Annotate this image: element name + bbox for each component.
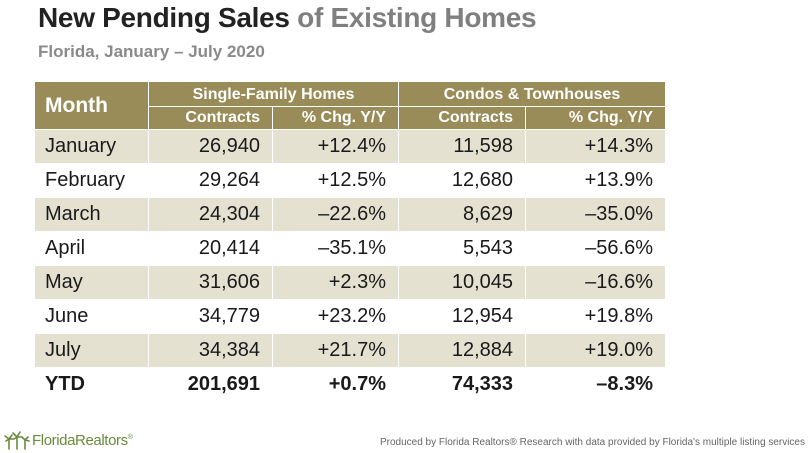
cell-ct-change: –35.0% [525, 197, 667, 232]
cell-ct-contracts: 8,629 [398, 197, 527, 232]
cell-month: March [34, 197, 149, 232]
cell-ct-change: +13.9% [525, 163, 667, 198]
cell-sf-change: +2.3% [271, 265, 400, 300]
cell-month: February [34, 163, 149, 198]
title-accent: of Existing Homes [297, 2, 537, 33]
cell-ct-contracts: 11,598 [398, 129, 527, 164]
month-column-header: Month [34, 81, 149, 130]
cell-ct-contracts: 12,954 [398, 299, 527, 334]
table-row: February 29,264 +12.5% 12,680 +13.9% [34, 163, 667, 198]
cell-sf-contracts: 24,304 [148, 197, 273, 232]
logo-wordmark: FloridaRealtors [32, 431, 128, 449]
table-row: January 26,940 +12.4% 11,598 +14.3% [34, 129, 667, 164]
chart-title: New Pending Sales of Existing Homes [38, 2, 537, 34]
cell-month: June [34, 299, 149, 334]
cell-ct-change: –16.6% [525, 265, 667, 300]
cell-ct-contracts: 12,680 [398, 163, 527, 198]
cell-ct-contracts: 12,884 [398, 333, 527, 368]
cell-sf-contracts: 31,606 [148, 265, 273, 300]
cell-month: July [34, 333, 149, 368]
table-row: July 34,384 +21.7% 12,884 +19.0% [34, 333, 667, 368]
chart-subtitle: Florida, January – July 2020 [38, 42, 265, 61]
cell-ct-contracts: 74,333 [398, 367, 527, 402]
subheader-sf-change: % Chg. Y/Y [271, 106, 400, 130]
cell-sf-change: +12.5% [271, 163, 400, 198]
cell-sf-contracts: 20,414 [148, 231, 273, 266]
cell-ct-contracts: 10,045 [398, 265, 527, 300]
cell-ct-contracts: 5,543 [398, 231, 527, 266]
logo-text: FloridaRealtors® [32, 431, 133, 449]
table-row: March 24,304 –22.6% 8,629 –35.0% [34, 197, 667, 232]
cell-sf-contracts: 201,691 [148, 367, 273, 402]
ytd-row: YTD 201,691 +0.7% 74,333 –8.3% [34, 367, 667, 402]
palm-trees-icon [4, 431, 30, 450]
cell-ct-change: –8.3% [525, 367, 667, 402]
cell-month: YTD [34, 367, 149, 402]
cell-ct-change: +14.3% [525, 129, 667, 164]
subheader-sf-contracts: Contracts [148, 106, 273, 130]
cell-sf-contracts: 34,384 [148, 333, 273, 368]
table-row: May 31,606 +2.3% 10,045 –16.6% [34, 265, 667, 300]
cell-month: January [34, 129, 149, 164]
cell-sf-change: +21.7% [271, 333, 400, 368]
cell-sf-contracts: 29,264 [148, 163, 273, 198]
florida-realtors-logo: FloridaRealtors® [4, 429, 133, 451]
source-credit: Produced by Florida Realtors® Research w… [379, 437, 805, 448]
cell-sf-change: +12.4% [271, 129, 400, 164]
cell-month: May [34, 265, 149, 300]
table-row: June 34,779 +23.2% 12,954 +19.8% [34, 299, 667, 334]
cell-ct-change: +19.0% [525, 333, 667, 368]
cell-ct-change: –56.6% [525, 231, 667, 266]
pending-sales-table: Month Single-Family Homes Condos & Townh… [34, 81, 667, 402]
cell-sf-change: +23.2% [271, 299, 400, 334]
subheader-ct-contracts: Contracts [398, 106, 527, 130]
cell-ct-change: +19.8% [525, 299, 667, 334]
subheader-ct-change: % Chg. Y/Y [525, 106, 667, 130]
group-header-single-family: Single-Family Homes [147, 81, 400, 107]
cell-sf-contracts: 26,940 [148, 129, 273, 164]
cell-month: April [34, 231, 149, 266]
table-row: April 20,414 –35.1% 5,543 –56.6% [34, 231, 667, 266]
cell-sf-change: –35.1% [271, 231, 400, 266]
title-main: New Pending Sales [38, 2, 290, 33]
cell-sf-change: +0.7% [271, 367, 400, 402]
group-header-condos: Condos & Townhouses [398, 81, 667, 107]
cell-sf-change: –22.6% [271, 197, 400, 232]
logo-trademark: ® [127, 433, 133, 441]
cell-sf-contracts: 34,779 [148, 299, 273, 334]
